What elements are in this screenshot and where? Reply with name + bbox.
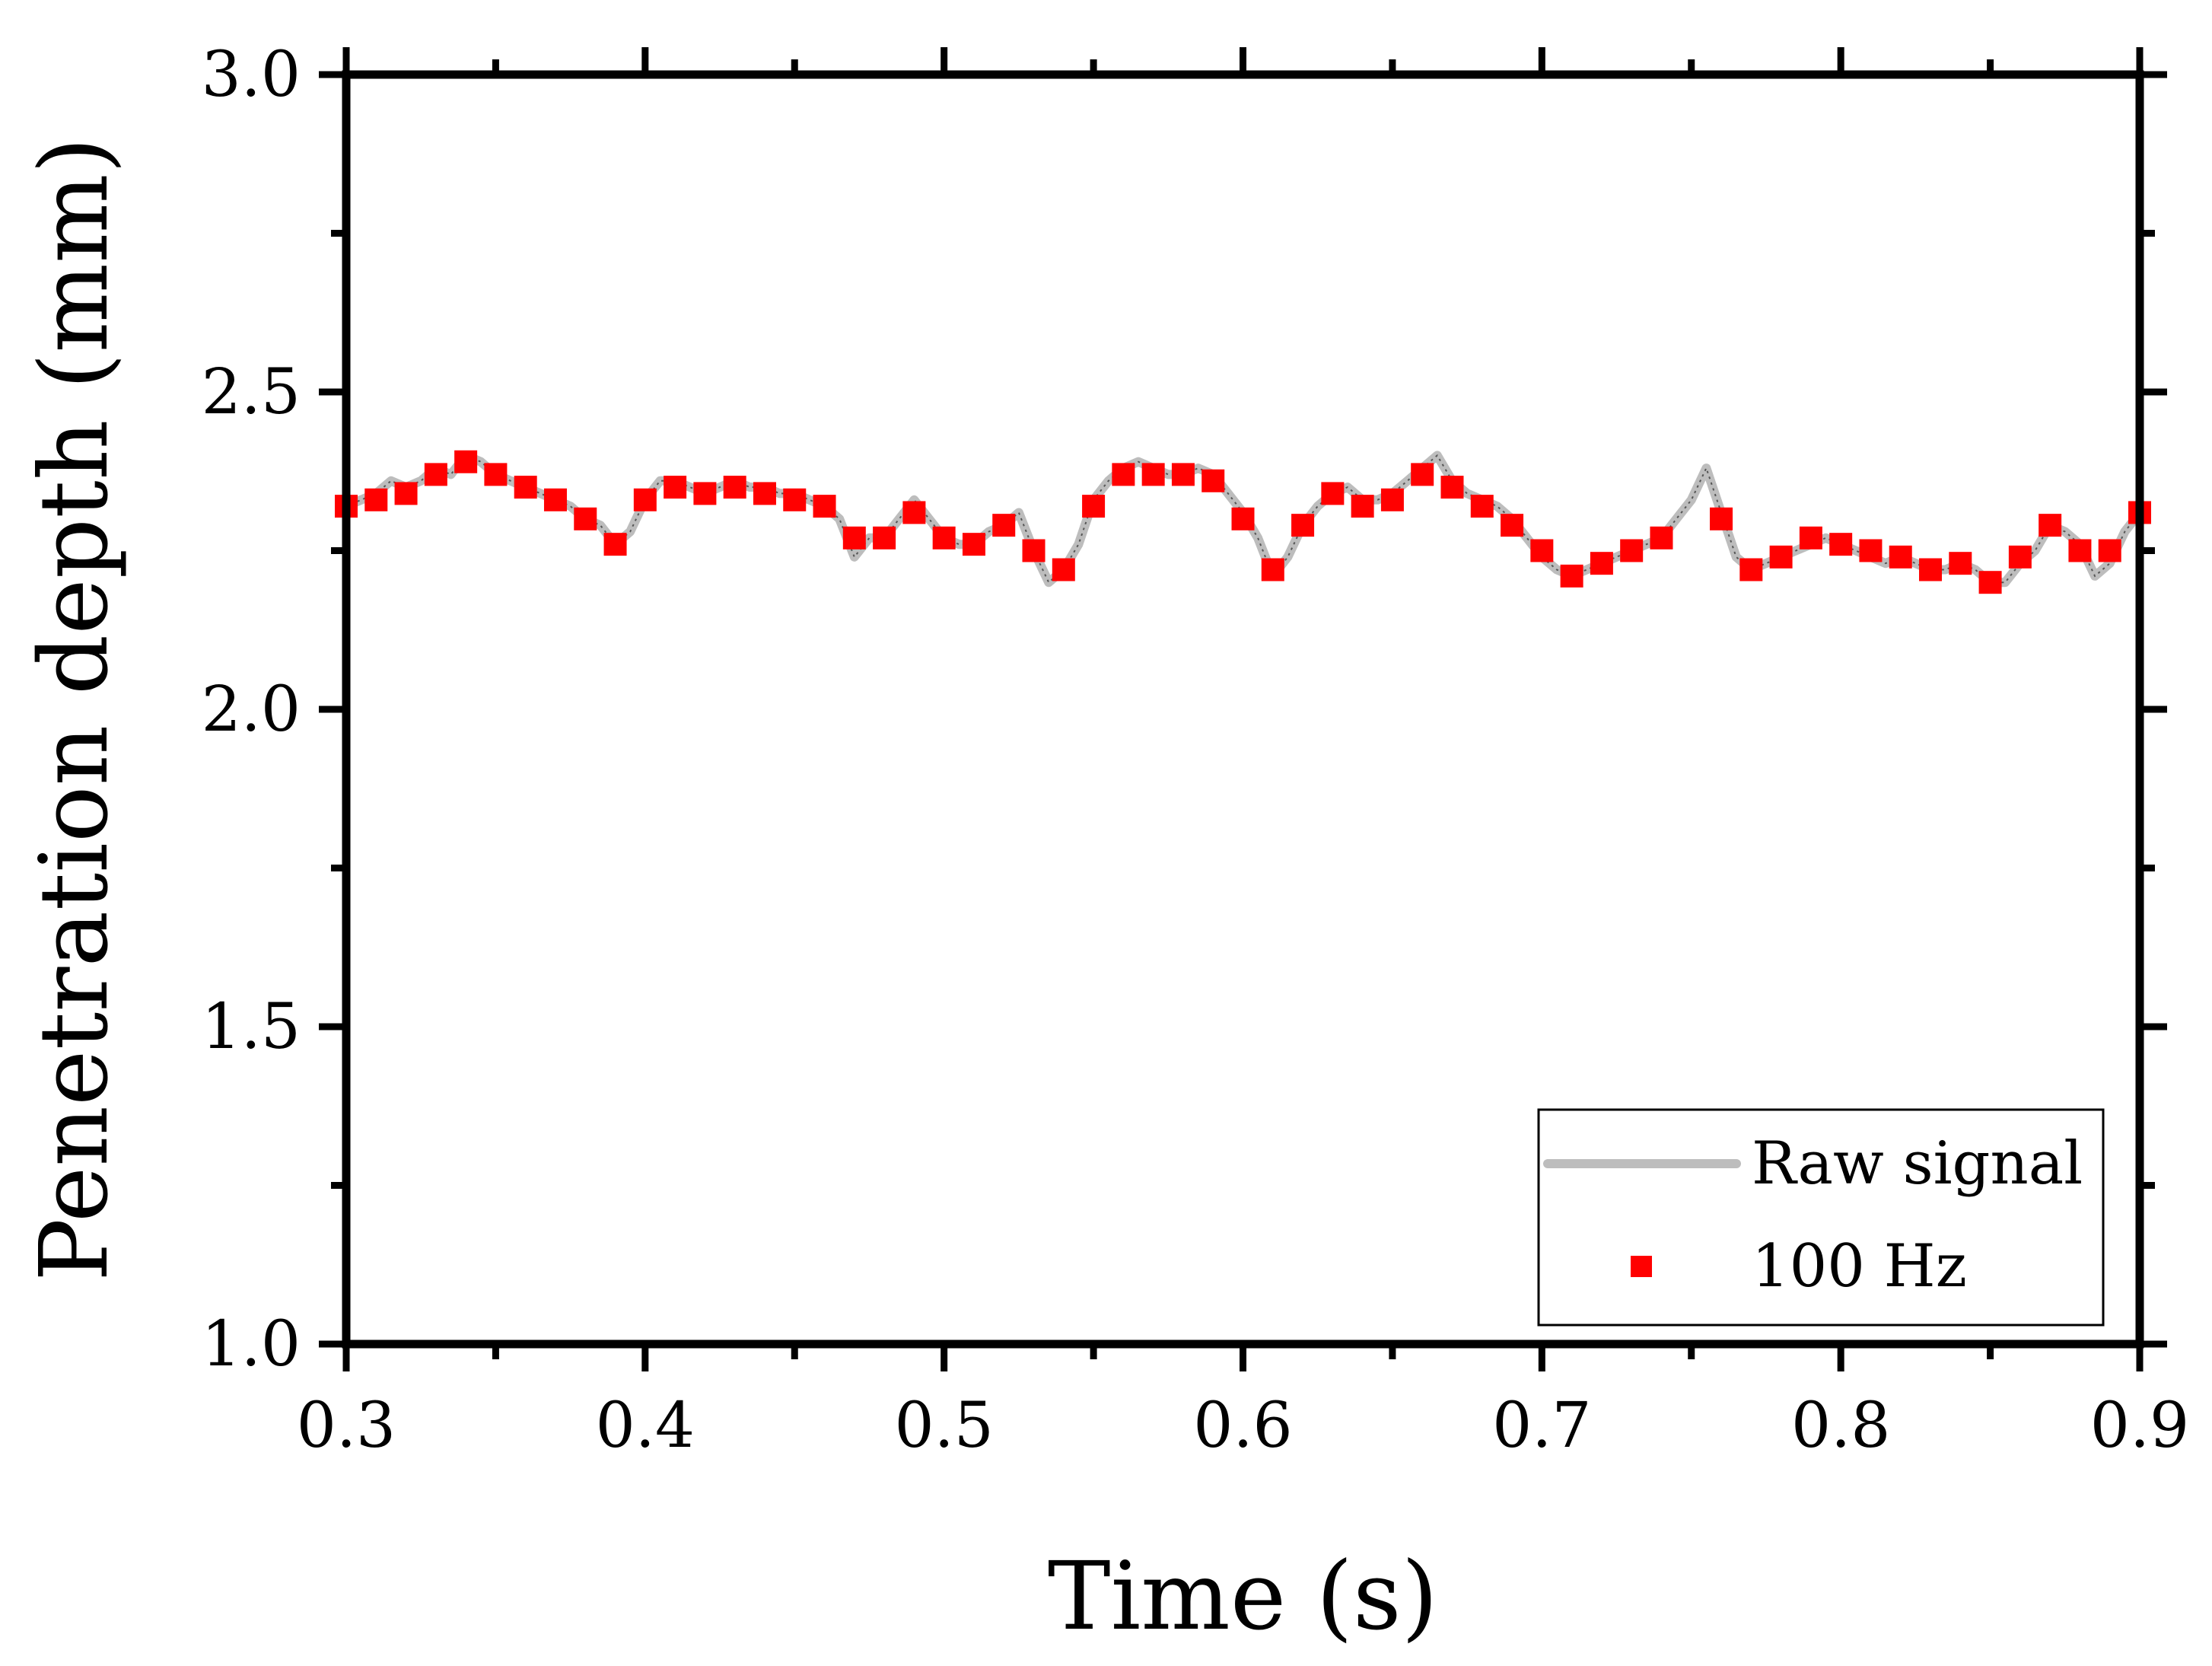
data-point-100hz	[2068, 539, 2092, 562]
y-tick-label: 2.5	[202, 356, 301, 428]
x-tick-label: 0.4	[596, 1390, 695, 1462]
data-point-100hz	[1141, 463, 1165, 486]
data-point-100hz	[1171, 463, 1195, 486]
x-tick-label: 0.6	[1193, 1390, 1292, 1462]
x-tick-label: 0.5	[894, 1390, 993, 1462]
data-point-100hz	[484, 463, 508, 486]
data-point-100hz	[1201, 469, 1225, 492]
x-axis-title: Time (s)	[1048, 1542, 1438, 1652]
x-tick-label: 0.9	[2090, 1390, 2189, 1462]
y-tick-label: 1.0	[202, 1308, 301, 1381]
data-point-100hz	[753, 482, 776, 505]
data-point-100hz	[962, 533, 985, 556]
data-point-100hz	[1082, 495, 1106, 518]
data-point-100hz	[2098, 539, 2121, 562]
data-point-100hz	[454, 450, 478, 473]
y-tick-label: 1.5	[202, 991, 301, 1063]
data-point-100hz	[1650, 526, 1673, 549]
data-point-100hz	[1560, 564, 1583, 588]
data-point-100hz	[1470, 495, 1494, 518]
axis-ticks: 0.3 0.4 0.5 0.6 0.7 0.8 0.9 1.0 1.5 2.0 2.5 3.0	[202, 39, 2190, 1462]
data-point-100hz	[723, 476, 746, 499]
data-point-100hz	[1380, 488, 1404, 511]
data-point-100hz	[543, 488, 567, 511]
data-point-100hz	[1919, 558, 1943, 581]
data-point-100hz	[1799, 526, 1822, 549]
data-point-100hz	[1231, 507, 1255, 530]
data-point-100hz	[2039, 514, 2062, 537]
data-point-100hz	[842, 526, 866, 549]
x-tick-label: 0.8	[1791, 1390, 1890, 1462]
plot-layer	[335, 450, 2151, 594]
data-point-100hz	[514, 476, 537, 499]
x-tick-label: 0.7	[1492, 1390, 1591, 1462]
data-point-100hz	[1291, 514, 1315, 537]
data-point-100hz	[1411, 463, 1434, 486]
legend: Raw signal 100 Hz	[1537, 1108, 2105, 1327]
data-point-100hz	[1261, 558, 1284, 581]
data-point-100hz	[783, 488, 807, 511]
legend-100hz-swatch	[1631, 1256, 1652, 1277]
data-point-100hz	[424, 463, 447, 486]
x-tick-label: 0.3	[297, 1390, 396, 1462]
data-point-100hz	[364, 488, 388, 511]
data-point-100hz	[1530, 539, 1554, 562]
data-point-100hz	[1052, 558, 1075, 581]
data-point-100hz	[1859, 539, 1883, 562]
data-point-100hz	[574, 507, 597, 530]
y-tick-label: 2.0	[202, 674, 301, 746]
data-point-100hz	[1351, 495, 1374, 518]
data-point-100hz	[664, 476, 687, 499]
legend-100hz-label: 100 Hz	[1752, 1232, 1967, 1301]
data-point-100hz	[633, 488, 657, 511]
data-point-100hz	[1620, 539, 1644, 562]
legend-box	[1537, 1108, 2105, 1327]
data-point-100hz	[932, 526, 956, 549]
data-point-100hz	[1769, 545, 1793, 569]
data-point-100hz	[394, 482, 418, 505]
data-point-100hz	[603, 533, 627, 556]
data-point-100hz	[1112, 463, 1135, 486]
y-tick-label: 3.0	[202, 39, 301, 111]
data-point-100hz	[1440, 476, 1464, 499]
legend-raw-signal-label: Raw signal	[1752, 1129, 2083, 1198]
data-point-100hz	[1829, 533, 1853, 556]
data-point-100hz	[873, 526, 896, 549]
data-point-100hz	[813, 495, 836, 518]
data-point-100hz	[1321, 482, 1345, 505]
data-point-100hz	[1949, 552, 1972, 575]
data-point-100hz	[2008, 545, 2032, 569]
data-point-100hz	[1889, 545, 1912, 569]
data-point-100hz	[1022, 539, 1046, 562]
y-axis-title: Penetration depth (mm)	[20, 137, 129, 1282]
data-point-100hz	[1501, 514, 1524, 537]
data-point-100hz	[1590, 552, 1613, 575]
data-point-100hz	[693, 482, 717, 505]
data-point-100hz	[902, 501, 926, 524]
data-point-100hz	[1739, 558, 1763, 581]
data-point-100hz	[992, 514, 1016, 537]
data-point-100hz	[1978, 571, 2002, 594]
data-point-100hz	[1710, 507, 1733, 530]
